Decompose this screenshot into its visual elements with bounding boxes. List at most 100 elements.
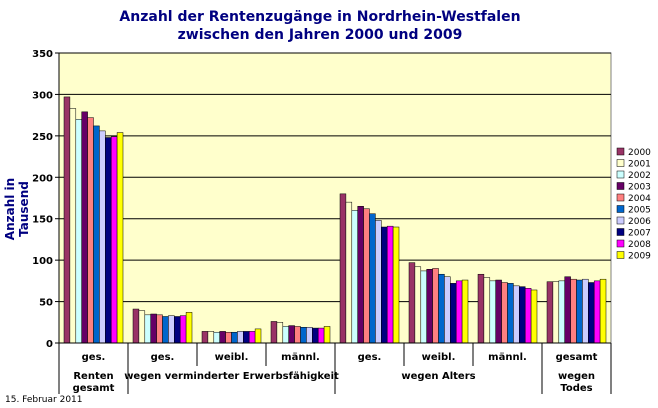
bar-2005-0 [93,125,100,344]
bar-2007-6 [519,286,526,344]
bar-2005-4 [369,213,376,344]
bar-2009-7 [599,278,607,344]
category-label: ges. [358,352,382,363]
y-tick-label: 300 [32,90,53,101]
y-tick-label: 350 [32,49,53,60]
bar-2002-5 [420,270,427,344]
bar-2008-5 [455,280,463,344]
bar-2003-3 [288,325,295,344]
bar-2004-7 [570,278,577,344]
category-label: ges. [82,352,106,363]
bar-2003-7 [564,276,571,344]
legend-label: 2005 [628,206,651,216]
bar-2009-5 [461,279,469,344]
bar-2002-0 [75,119,82,344]
y-tick-label: 50 [39,298,53,309]
bar-2001-1 [138,310,146,344]
legend-label: 2007 [628,229,651,239]
bar-2000-0 [63,96,71,344]
y-tick-label: 100 [32,256,53,267]
bar-2008-6 [524,288,532,344]
bar-2003-0 [81,111,88,344]
bar-2006-1 [168,315,175,344]
bar-2004-6 [501,282,508,344]
legend-swatch-2001 [616,159,625,167]
bar-2004-1 [156,314,163,344]
group-label: wegen [558,371,595,382]
bar-2004-3 [294,326,301,344]
legend-swatch-2007 [616,228,625,236]
bar-2001-6 [483,277,491,344]
bar-2007-1 [174,316,181,344]
bar-2009-2 [254,328,262,344]
bar-2008-0 [110,136,118,344]
bar-2007-0 [105,137,112,344]
group-label: wegen verminderter Erwerbsfähigkeit [124,371,339,382]
bar-2000-2 [201,331,209,344]
category-label: weibl. [215,352,249,363]
bar-2000-6 [477,273,485,344]
category-label: gesamt [556,352,598,363]
bar-2002-7 [558,280,565,344]
bar-2001-2 [207,331,215,344]
chart-title-line-1: Anzahl der Rentenzugänge in Nordrhein-We… [119,9,521,25]
legend-label: 2006 [628,217,651,227]
bar-2001-5 [414,266,422,344]
bar-2005-5 [438,273,445,344]
bar-2004-0 [87,117,94,344]
group-label: wegen Alters [401,371,475,382]
bar-2009-0 [116,132,124,344]
bar-2009-1 [185,312,193,344]
bar-2000-4 [339,193,347,344]
bar-2002-6 [489,280,496,344]
bar-2001-7 [552,281,560,344]
group-label: gesamt [73,383,115,394]
legend-label: 2002 [628,171,651,181]
legend-swatch-2008 [616,239,625,248]
bar-2000-1 [132,308,140,344]
bar-2006-3 [306,327,313,344]
bar-2006-5 [444,276,451,344]
category-label: männl. [488,352,527,363]
y-tick-label: 0 [46,339,53,350]
legend-label: 2003 [628,183,651,193]
bar-2006-4 [375,220,382,344]
bar-2006-6 [513,285,520,344]
legend-label: 2004 [628,194,651,204]
bar-2001-3 [276,322,284,344]
bar-2006-0 [99,130,106,344]
legend-label: 2008 [628,240,651,250]
bar-2005-7 [576,279,583,344]
bar-2003-1 [150,313,157,344]
y-tick-label: 200 [32,173,53,184]
legend-label: 2000 [628,148,651,158]
footer-date: 15. Februar 2011 [5,395,83,405]
category-label: weibl. [422,352,456,363]
bar-2004-2 [225,331,232,344]
bar-2007-5 [450,283,457,344]
bar-2001-0 [69,108,77,344]
bar-2003-2 [219,331,226,344]
legend-swatch-2002 [616,170,625,179]
bar-2002-2 [213,331,220,344]
bar-2005-6 [507,283,514,344]
legend-swatch-2009 [616,251,625,259]
bar-2005-3 [300,327,307,344]
bar-2006-7 [582,278,589,344]
bar-2008-2 [248,331,256,344]
category-label: ges. [151,352,175,363]
bar-2002-3 [282,326,289,344]
bar-2000-3 [270,321,278,344]
bar-2009-6 [530,289,538,344]
bar-2007-2 [243,331,250,344]
legend-swatch-2005 [616,205,625,213]
bar-2000-5 [408,262,416,344]
bar-2009-3 [323,326,331,344]
bar-2008-3 [317,327,325,344]
legend-label: 2001 [628,160,651,170]
bar-2002-4 [351,210,358,344]
legend-swatch-2004 [616,193,625,202]
bar-2003-6 [495,279,502,344]
